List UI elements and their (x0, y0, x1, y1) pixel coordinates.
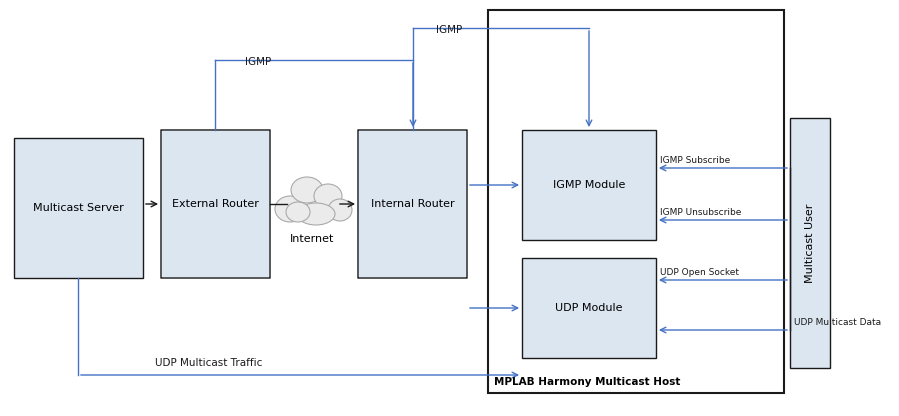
Text: MPLAB Harmony Multicast Host: MPLAB Harmony Multicast Host (494, 377, 681, 387)
Ellipse shape (291, 177, 323, 203)
Text: Multicast Server: Multicast Server (33, 203, 124, 213)
Ellipse shape (297, 203, 335, 225)
FancyBboxPatch shape (358, 130, 467, 278)
Text: UDP Module: UDP Module (556, 303, 623, 313)
FancyBboxPatch shape (790, 118, 830, 368)
Text: Multicast User: Multicast User (805, 203, 815, 283)
FancyBboxPatch shape (488, 10, 784, 393)
Ellipse shape (314, 184, 342, 208)
Text: IGMP: IGMP (245, 57, 271, 67)
FancyBboxPatch shape (14, 138, 143, 278)
FancyBboxPatch shape (161, 130, 270, 278)
Text: External Router: External Router (172, 199, 259, 209)
Text: UDP Multicast Traffic: UDP Multicast Traffic (155, 358, 263, 368)
Text: Internet: Internet (289, 234, 334, 244)
FancyBboxPatch shape (522, 258, 656, 358)
Ellipse shape (275, 196, 305, 222)
Ellipse shape (328, 199, 352, 221)
Text: IGMP Unsubscribe: IGMP Unsubscribe (660, 208, 742, 217)
Ellipse shape (286, 202, 310, 222)
Text: Internal Router: Internal Router (370, 199, 454, 209)
Text: IGMP: IGMP (436, 25, 462, 35)
FancyBboxPatch shape (522, 130, 656, 240)
Text: IGMP Module: IGMP Module (553, 180, 625, 190)
Text: UDP Open Socket: UDP Open Socket (660, 268, 739, 277)
Text: UDP Multicast Data: UDP Multicast Data (794, 318, 881, 327)
Text: IGMP Subscribe: IGMP Subscribe (660, 156, 730, 165)
